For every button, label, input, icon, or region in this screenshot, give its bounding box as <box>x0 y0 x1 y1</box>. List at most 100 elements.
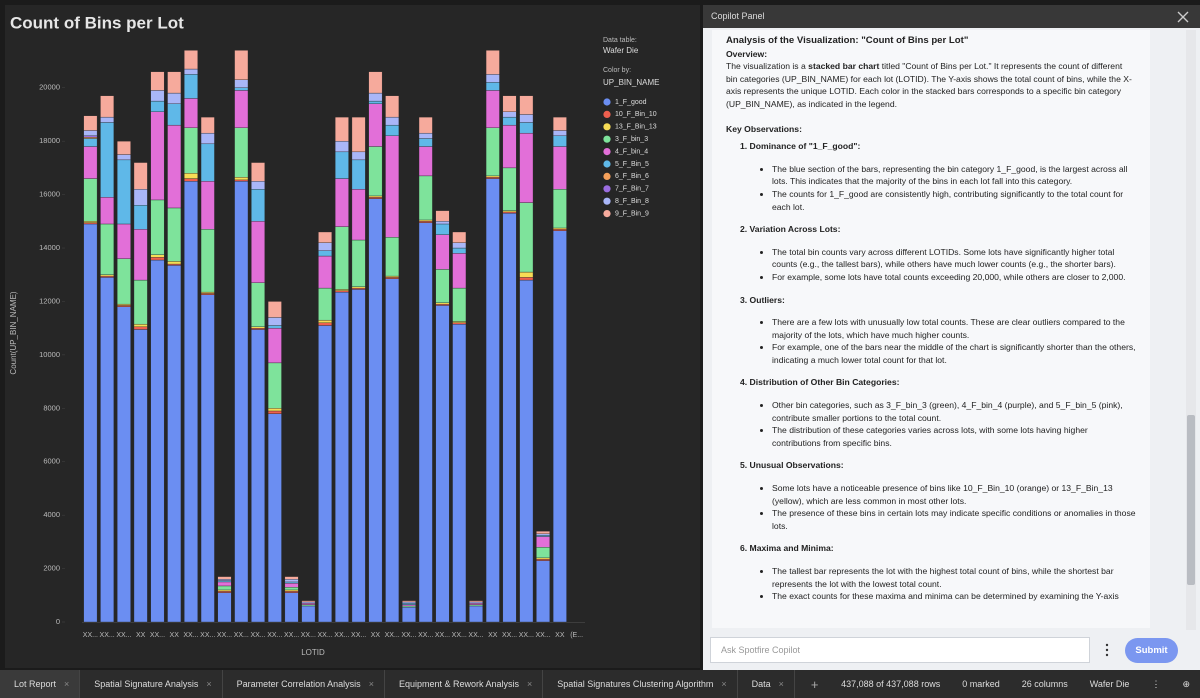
y-axis-label: Count(UP_BIN_NAME) <box>9 291 18 374</box>
bar-segment <box>167 265 182 623</box>
submit-button[interactable]: Submit <box>1125 638 1178 663</box>
bar-segment <box>335 178 349 227</box>
bar-segment <box>217 592 232 623</box>
bar-segment <box>435 210 450 222</box>
legend-swatch <box>603 210 611 218</box>
add-tab[interactable]: + <box>810 676 819 692</box>
bar-segment <box>251 282 265 327</box>
close-button[interactable] <box>1176 10 1190 24</box>
bar-segment <box>301 605 316 623</box>
legend-label: Color by: <box>603 67 631 74</box>
bar-segment <box>234 179 249 182</box>
bar-segment <box>83 221 98 223</box>
bar-segment <box>234 181 249 623</box>
legend-label: 6_F_Bin_6 <box>615 173 649 180</box>
scrollbar[interactable] <box>1185 30 1197 630</box>
bullet-list: The tallest bar represents the lot with … <box>726 565 1136 603</box>
bar-segment <box>217 579 232 581</box>
bar-segment <box>452 247 467 254</box>
bar-segment <box>351 287 366 290</box>
globe-icon[interactable]: ⊕ <box>1182 678 1190 689</box>
bar-segment <box>418 221 433 223</box>
y-tick-label: 16000 <box>39 190 60 199</box>
bar-segment <box>402 604 416 607</box>
tab[interactable]: Parameter Correlation Analysis × <box>223 670 385 698</box>
bar-segment <box>368 195 383 198</box>
x-tick-label: XX <box>170 632 180 639</box>
bar-segment <box>200 116 215 134</box>
bar-segment <box>368 198 383 623</box>
x-tick-label: XX <box>488 632 498 639</box>
tab[interactable]: Spatial Signature Analysis × <box>80 670 223 698</box>
bar-segment <box>200 132 215 145</box>
bar-segment <box>485 74 500 83</box>
tab[interactable]: Data × <box>738 670 795 698</box>
bar-segment <box>117 159 131 225</box>
tab-close: × <box>527 679 533 689</box>
bar-segment <box>385 237 400 277</box>
bar-segment <box>385 124 400 136</box>
bar-segment <box>368 71 383 94</box>
bar-segment <box>150 90 165 102</box>
bar-segment <box>150 257 165 261</box>
bar-segment <box>519 277 534 281</box>
bar-segment <box>552 189 567 229</box>
bar-segment <box>452 323 467 623</box>
bar-segment <box>267 362 282 409</box>
status-menu[interactable]: ⋮ <box>1151 678 1161 689</box>
bar-segment <box>368 146 383 197</box>
bar-segment <box>351 239 366 287</box>
bar-segment <box>267 327 282 364</box>
bar-segment <box>100 122 115 198</box>
x-tick-label: XX... <box>418 632 433 639</box>
bar-segment <box>284 592 299 623</box>
bar-segment <box>117 223 131 259</box>
bullet-list: The total bin counts vary across differe… <box>726 246 1136 284</box>
bullet-list: Some lots have a noticeable presence of … <box>726 482 1136 532</box>
bar-segment <box>368 197 383 199</box>
legend-label: 3_F_bin_3 <box>615 136 648 143</box>
x-tick-label: XX... <box>200 632 215 639</box>
bar-segment <box>536 557 550 560</box>
x-tick-label: XX... <box>301 632 316 639</box>
bar-segment <box>267 410 282 414</box>
bar-segment <box>469 601 483 604</box>
legend-swatch <box>603 197 611 205</box>
chat-input[interactable]: Ask Spotfire Copilot <box>710 637 1090 663</box>
bar-segment <box>519 122 534 134</box>
bar-segment <box>318 287 332 321</box>
x-tick-label: XX... <box>267 632 282 639</box>
bullet-item: For example, some lots have total counts… <box>772 271 1136 284</box>
bar-segment <box>519 132 534 203</box>
bar-segment <box>301 604 316 607</box>
x-tick-label: XX... <box>351 632 366 639</box>
tab[interactable]: Lot Report × <box>0 670 81 698</box>
tab[interactable]: Equipment & Rework Analysis × <box>385 670 544 698</box>
y-tick-label: 20000 <box>39 83 60 92</box>
x-tick-label: XX... <box>468 632 483 639</box>
bar-segment <box>536 536 550 548</box>
bar-segment <box>217 591 232 593</box>
legend-label: Data table: <box>603 37 637 44</box>
bar-segment <box>552 135 567 147</box>
bullet-item: For example, one of the bars near the mi… <box>772 341 1136 366</box>
bar-segment <box>150 111 165 201</box>
tab[interactable]: Spatial Signatures Clustering Algorithm × <box>543 670 738 698</box>
x-tick-label: XX... <box>334 632 349 639</box>
bar-segment <box>536 535 550 537</box>
bar-segment <box>452 287 467 322</box>
bar-segment <box>133 189 148 206</box>
bar-segment <box>418 132 433 139</box>
bar-segment <box>184 98 198 128</box>
bar-segment <box>117 303 131 306</box>
bar-segment <box>502 211 517 214</box>
legend-label: 7_F_Bin_7 <box>615 186 649 193</box>
bar-segment <box>402 600 416 603</box>
bar-segment <box>469 603 483 605</box>
legend-swatch <box>603 185 611 193</box>
status-table: Wafer Die <box>1089 679 1130 689</box>
bar-segment <box>184 68 198 75</box>
copilot-content: Analysis of the Visualization: "Count of… <box>712 30 1150 628</box>
bar-segment <box>217 580 232 583</box>
more-menu[interactable] <box>1102 642 1112 658</box>
